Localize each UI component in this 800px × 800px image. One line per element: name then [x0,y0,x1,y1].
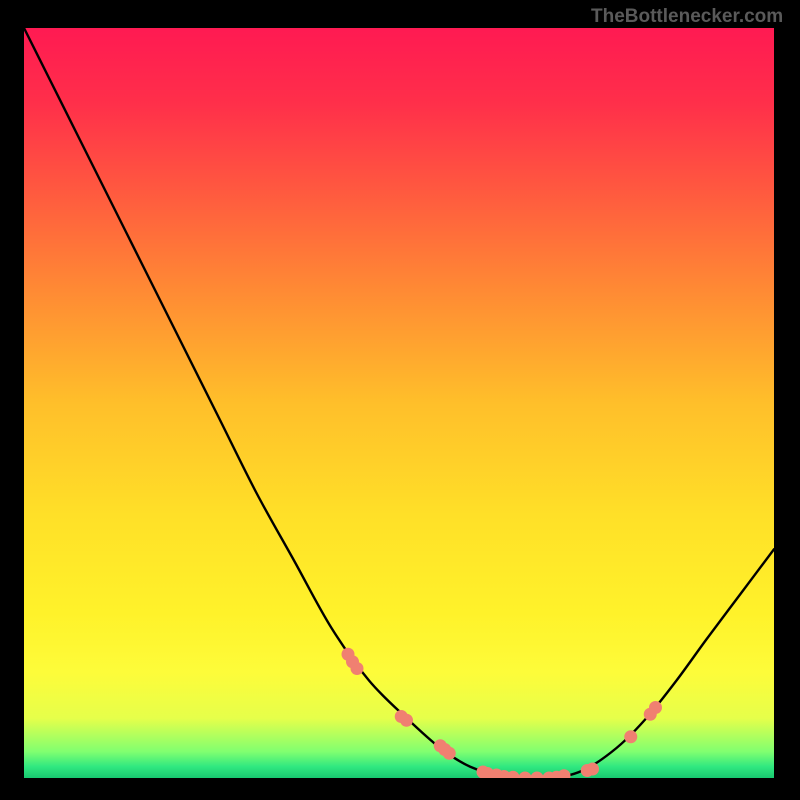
gradient-background [24,28,774,778]
data-marker [351,662,364,675]
data-marker [443,747,456,760]
data-marker [649,701,662,714]
data-marker [624,730,637,743]
data-marker [400,714,413,727]
chart-container: TheBottlenecker.com [0,0,800,800]
bottleneck-chart [0,0,800,800]
data-marker [586,763,599,776]
plot-area [24,28,774,785]
